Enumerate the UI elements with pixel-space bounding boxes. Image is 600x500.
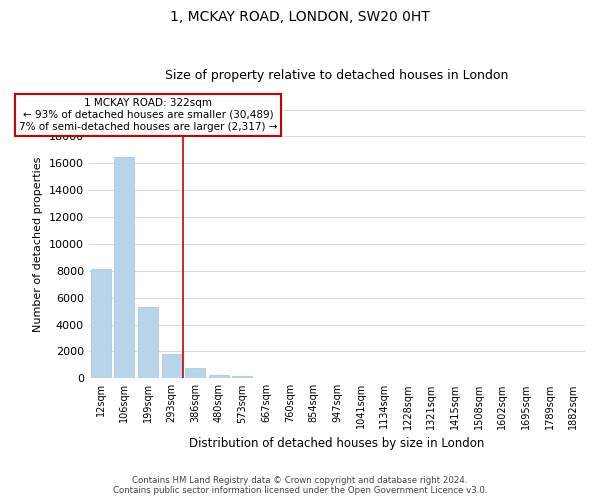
Text: 1 MCKAY ROAD: 322sqm
← 93% of detached houses are smaller (30,489)
7% of semi-de: 1 MCKAY ROAD: 322sqm ← 93% of detached h…: [19, 98, 277, 132]
Bar: [185, 368, 205, 378]
Bar: [138, 307, 158, 378]
Bar: [209, 375, 229, 378]
Text: 1, MCKAY ROAD, LONDON, SW20 0HT: 1, MCKAY ROAD, LONDON, SW20 0HT: [170, 10, 430, 24]
X-axis label: Distribution of detached houses by size in London: Distribution of detached houses by size …: [189, 437, 485, 450]
Bar: [161, 354, 182, 378]
Bar: [232, 376, 253, 378]
Bar: [114, 156, 134, 378]
Text: Contains HM Land Registry data © Crown copyright and database right 2024.
Contai: Contains HM Land Registry data © Crown c…: [113, 476, 487, 495]
Bar: [91, 270, 111, 378]
Title: Size of property relative to detached houses in London: Size of property relative to detached ho…: [165, 69, 509, 82]
Y-axis label: Number of detached properties: Number of detached properties: [34, 156, 43, 332]
